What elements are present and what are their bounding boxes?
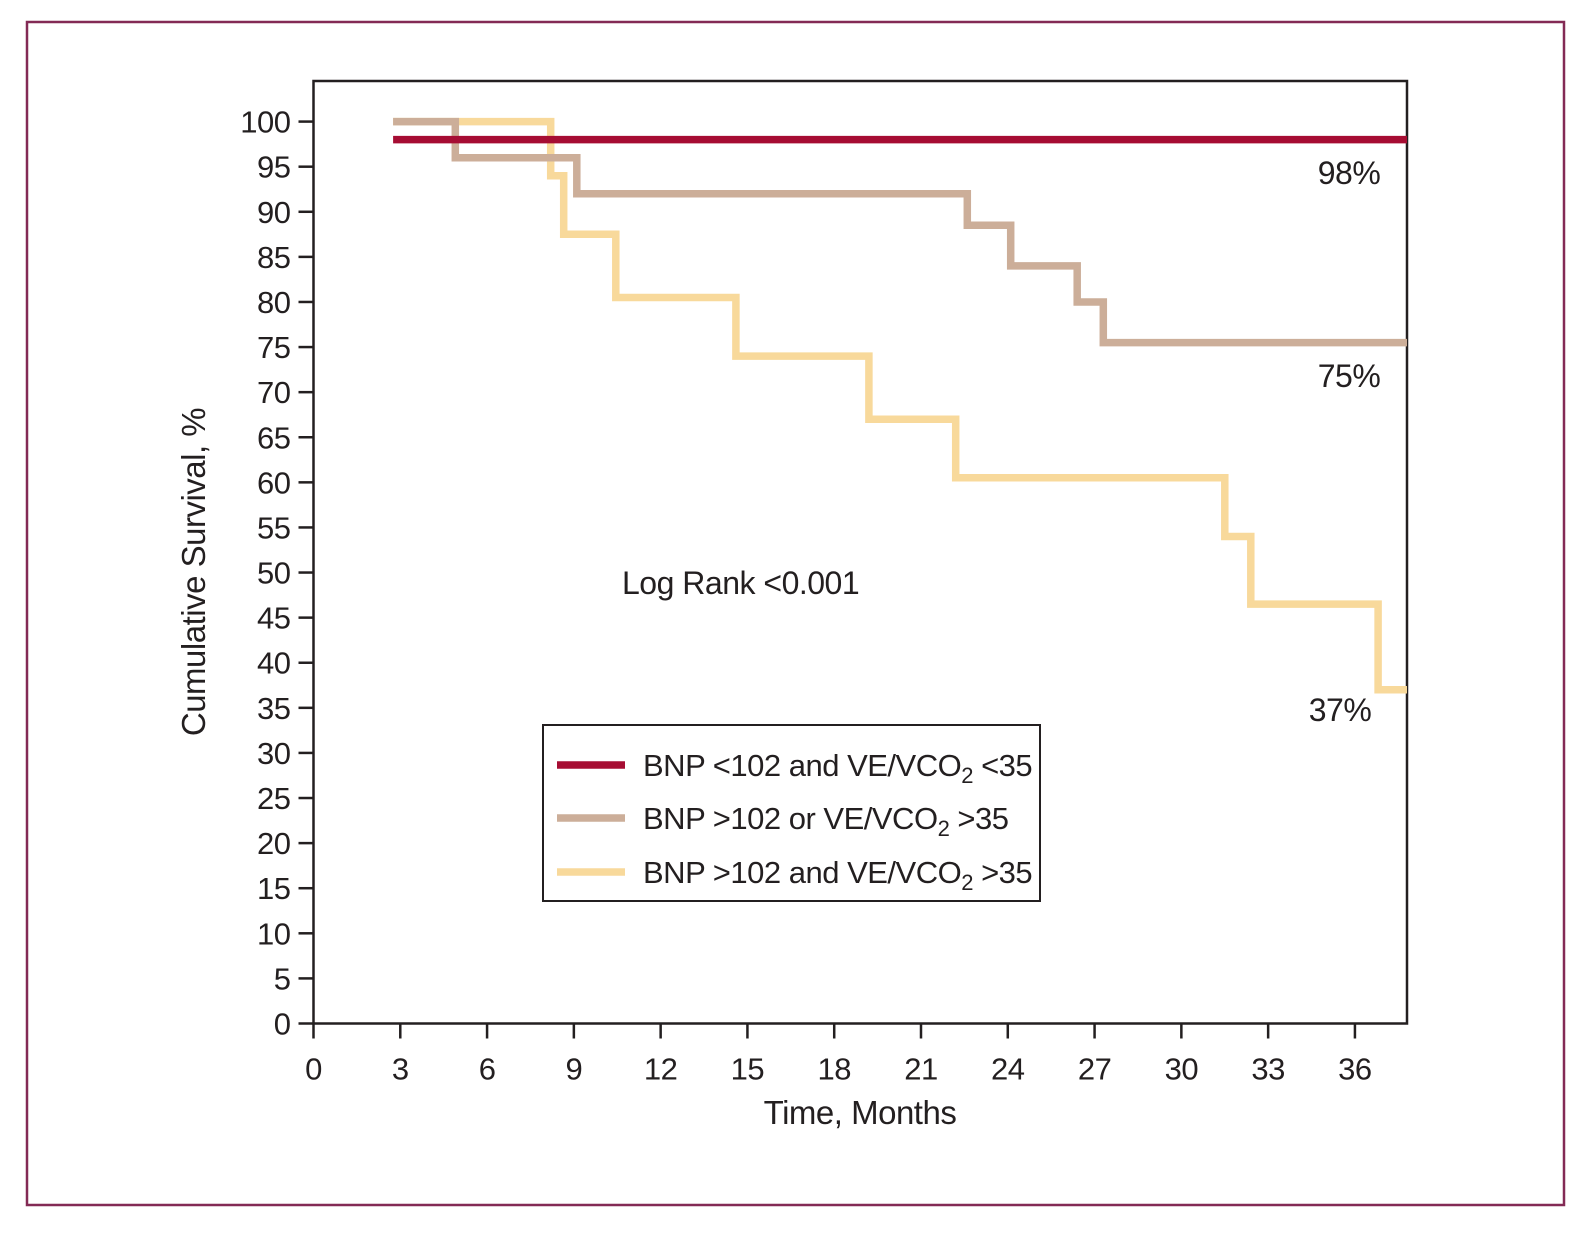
y-tick-label: 10: [257, 916, 291, 951]
x-tick-label: 9: [565, 1052, 582, 1087]
x-tick-label: 33: [1251, 1052, 1284, 1087]
x-tick-label: 18: [817, 1052, 850, 1087]
figure-border: [25, 20, 1566, 1207]
legend-item-red: BNP <102 and VE/VCO2 <35: [557, 748, 1033, 788]
legend-item-tan: BNP >102 or VE/VCO2 >35: [557, 801, 1009, 841]
y-tick-label: 20: [257, 826, 291, 861]
y-tick-label: 75: [257, 330, 290, 365]
legend-label-tan-pre: BNP >102 or VE/VCO: [643, 801, 938, 836]
legend-label-tan-sub: 2: [938, 816, 950, 841]
y-tick-label: 80: [257, 285, 291, 320]
y-tick-label: 85: [257, 240, 290, 275]
x-tick-label: 21: [904, 1052, 937, 1087]
legend-label-red-sub: 2: [961, 763, 973, 788]
series-path-2: [393, 117, 1407, 694]
legend-label-tan-post: >35: [949, 801, 1008, 836]
y-tick-label: 90: [257, 195, 291, 230]
x-tick-label: 27: [1078, 1052, 1111, 1087]
legend-label-red-pre: BNP <102 and VE/VCO: [643, 748, 961, 783]
legend-label-red: BNP <102 and VE/VCO2 <35: [643, 748, 1032, 788]
y-tick-label: 30: [257, 736, 291, 771]
legend-label-yellow-sub: 2: [961, 870, 973, 895]
series-red-end-label: 98%: [1318, 155, 1381, 191]
y-tick-label: 40: [257, 646, 291, 681]
x-tick-label: 12: [644, 1052, 677, 1087]
x-tick-label: 0: [305, 1052, 322, 1087]
x-tick-label: 30: [1165, 1052, 1199, 1087]
series-yellow-end-label: 37%: [1309, 692, 1372, 728]
legend-label-yellow-post: >35: [973, 855, 1032, 890]
legend-label-red-post: <35: [973, 748, 1032, 783]
legend-item-yellow: BNP >102 and VE/VCO2 >35: [557, 855, 1033, 895]
y-tick-label: 35: [257, 691, 290, 726]
legend-label-yellow-pre: BNP >102 and VE/VCO: [643, 855, 961, 890]
y-tick-label: 5: [274, 961, 291, 996]
y-tick-label: 55: [257, 510, 290, 545]
series-path-1: [393, 117, 1407, 347]
y-tick-label: 0: [274, 1007, 291, 1042]
legend-label-yellow: BNP >102 and VE/VCO2 >35: [643, 855, 1032, 895]
log-rank-annotation: Log Rank <0.001: [622, 565, 859, 601]
y-tick-label: 25: [257, 781, 290, 816]
y-tick-label: 100: [240, 105, 290, 140]
y-tick-label: 45: [257, 601, 290, 636]
y-tick-label: 95: [257, 150, 290, 185]
y-tick-label: 70: [257, 375, 291, 410]
legend: BNP <102 and VE/VCO2 <35 BNP >102 or VE/…: [542, 724, 1041, 902]
x-tick-label: 6: [479, 1052, 496, 1087]
x-tick-label: 36: [1338, 1052, 1371, 1087]
x-tick-label: 15: [731, 1052, 764, 1087]
legend-label-tan: BNP >102 or VE/VCO2 >35: [643, 801, 1009, 841]
x-axis-title: Time, Months: [764, 1094, 957, 1131]
y-tick-label: 60: [257, 465, 291, 500]
series-tan-end-label: 75%: [1318, 358, 1381, 394]
axis-ticks: 0 3 6 9 12 15 18 21 24 27 30 33 36051015202530354045…: [240, 105, 1372, 1087]
y-tick-label: 50: [257, 556, 291, 591]
legend-box: [542, 724, 1041, 902]
y-tick-label: 15: [257, 871, 290, 906]
y-tick-label: 65: [257, 420, 290, 455]
y-axis-title: Cumulative Survival, %: [175, 408, 212, 736]
x-tick-label: 24: [991, 1052, 1025, 1087]
x-tick-label: 3: [392, 1052, 409, 1087]
series-layer: [393, 117, 1407, 694]
